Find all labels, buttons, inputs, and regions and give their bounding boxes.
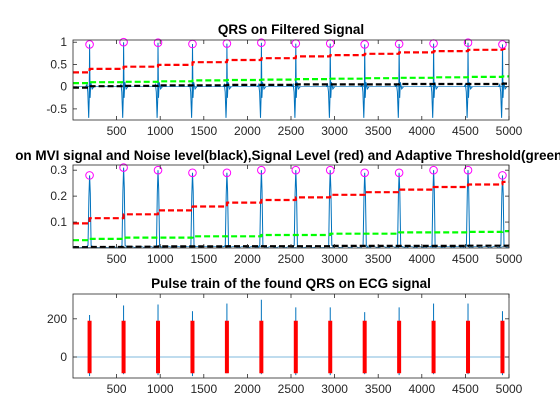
x-tick-label: 3500 [365, 382, 392, 396]
ecg-beat [429, 43, 439, 118]
x-tick-label: 1000 [147, 382, 174, 396]
peak-marker [85, 171, 94, 180]
peak-marker [463, 165, 473, 175]
ecg-beat [188, 43, 198, 118]
x-tick-label: 2000 [234, 252, 261, 266]
x-tick-label: 4500 [452, 124, 479, 138]
x-tick-label: 5000 [496, 252, 523, 266]
ecg-beat [360, 44, 370, 118]
axes-1-ticks: 500 1000 1500 2000 2500 3000 3500 4000 4500 5000 -… [46, 35, 522, 138]
x-tick-label: 500 [107, 382, 127, 396]
x-tick-label: 4500 [452, 252, 479, 266]
x-tick-label: 4000 [408, 382, 435, 396]
peak-marker [498, 40, 507, 49]
ecg-beat [325, 43, 335, 118]
mvi-beat [154, 170, 162, 248]
x-tick-label: 4000 [408, 124, 435, 138]
x-tick-label: 500 [107, 124, 127, 138]
noise-level-line [73, 82, 509, 89]
x-tick-label: 2500 [278, 252, 305, 266]
axes-2-title: on MVI signal and Noise level(black),Sig… [15, 148, 560, 163]
signal-level-line [73, 180, 509, 225]
axes-3-background [73, 294, 509, 378]
y-tick-label: -0.5 [46, 102, 67, 116]
peak-marker [119, 163, 128, 172]
axes-1-title: QRS on Filtered Signal [218, 22, 364, 37]
x-tick-label: 2000 [234, 382, 261, 396]
x-tick-label: 3500 [365, 252, 392, 266]
peak-marker [360, 40, 369, 49]
peak-marker [188, 168, 197, 178]
signal-level-line [73, 47, 509, 74]
noise-level-line [73, 244, 509, 249]
peak-marker [498, 171, 507, 180]
x-tick-label: 1000 [147, 252, 174, 266]
peak-marker [429, 165, 438, 175]
x-tick-label: 2500 [278, 124, 305, 138]
ecg-beat [498, 44, 508, 118]
subplot-2: 500 1000 1500 2000 2500 3000 3500 4000 4500 5000 0… [15, 148, 560, 266]
mvi-beat [119, 167, 128, 248]
y-tick-label: 0.3 [50, 163, 67, 177]
peak-marker [119, 37, 128, 47]
peak-marker [153, 165, 163, 175]
y-tick-label: 0.1 [50, 215, 67, 229]
y-tick-label: 0 [60, 350, 67, 364]
peak-marker [463, 38, 473, 47]
peak-marker [222, 168, 232, 178]
peak-marker [394, 168, 404, 178]
y-tick-label: 0 [60, 80, 67, 94]
x-tick-label: 3000 [321, 382, 348, 396]
subplot-1: 500 1000 1500 2000 2500 3000 3500 4000 4500 5000 -… [46, 22, 522, 138]
peak-marker [291, 165, 301, 175]
x-tick-label: 3000 [321, 252, 348, 266]
y-tick-label: 1 [60, 35, 67, 49]
ecg-beat [291, 43, 301, 118]
x-tick-label: 1000 [147, 124, 174, 138]
y-tick-label: 0.2 [50, 189, 67, 203]
x-tick-label: 1500 [190, 382, 217, 396]
peak-marker [360, 168, 369, 178]
peak-marker [325, 165, 335, 175]
ecg-beat [153, 42, 163, 118]
axes-3-ticks: 500 1000 1500 2000 2500 3000 3500 4000 4500 5000 0… [47, 294, 523, 396]
adaptive-threshold-line [73, 75, 509, 85]
x-tick-label: 4000 [408, 252, 435, 266]
subplot-3: 500 1000 1500 2000 2500 3000 3500 4000 4500 5000 0… [47, 276, 523, 396]
x-tick-label: 5000 [496, 124, 523, 138]
x-tick-label: 2500 [278, 382, 305, 396]
x-tick-label: 500 [107, 252, 127, 266]
ecg-beat [463, 42, 473, 118]
x-tick-label: 3000 [321, 124, 348, 138]
peak-marker [85, 40, 94, 49]
x-tick-label: 5000 [496, 382, 523, 396]
adaptive-threshold-line [73, 230, 509, 242]
axes-1-plot [73, 37, 509, 118]
x-tick-label: 4500 [452, 382, 479, 396]
x-tick-label: 2000 [234, 124, 261, 138]
axes-3-plot [73, 299, 509, 377]
y-tick-label: 0.5 [50, 57, 67, 71]
y-tick-label: 200 [47, 312, 67, 326]
peak-marker [257, 38, 266, 47]
x-tick-label: 3500 [365, 124, 392, 138]
ecg-beat [394, 43, 404, 118]
axes-3-title: Pulse train of the found QRS on ECG sign… [151, 276, 431, 291]
x-tick-label: 1500 [190, 124, 217, 138]
axes-2-background [73, 165, 509, 248]
mvi-beat [85, 175, 94, 248]
x-tick-label: 1500 [190, 252, 217, 266]
axes-2-ticks: 500 1000 1500 2000 2500 3000 3500 4000 4500 5000 0… [50, 163, 522, 266]
peak-marker [257, 165, 266, 175]
peak-marker [153, 38, 163, 47]
